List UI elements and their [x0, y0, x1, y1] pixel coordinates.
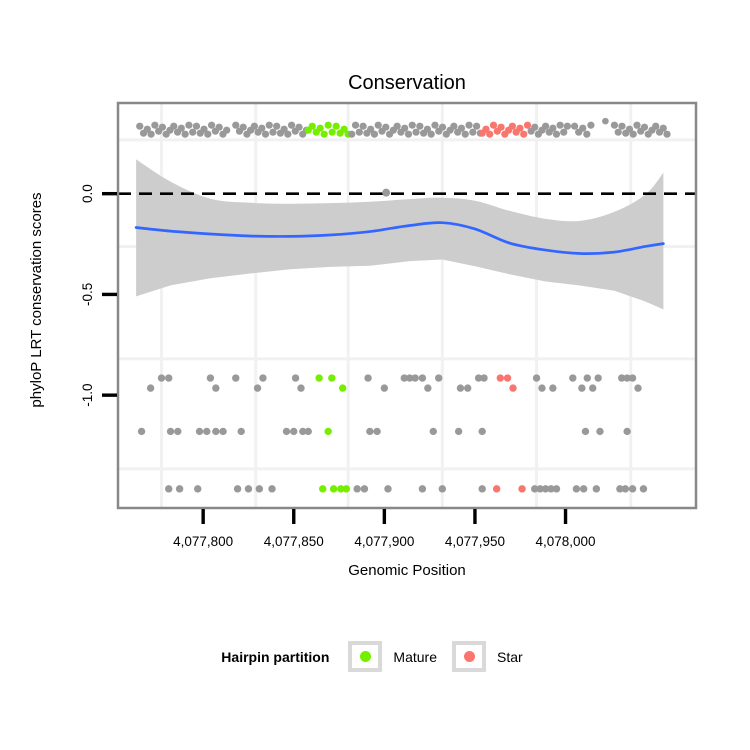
plot-title: Conservation — [348, 72, 466, 94]
zero-score-point — [382, 188, 391, 197]
svg-text:0.0: 0.0 — [80, 184, 95, 203]
confidence-ribbon — [136, 159, 664, 310]
svg-text:-0.5: -0.5 — [80, 283, 95, 306]
legend-title: Hairpin partition — [221, 648, 330, 665]
score-points — [137, 374, 648, 493]
legend-key-mature — [348, 641, 383, 672]
legend-label-star: Star — [497, 648, 523, 665]
x-axis: 4,077,800 4,077,850 4,077,900 4,077,950 4,07… — [173, 509, 596, 549]
smooth-line — [134, 221, 665, 255]
mature-dot-icon — [359, 651, 371, 662]
svg-text:4,077,800: 4,077,800 — [173, 534, 233, 549]
x-axis-title: Genomic Position — [348, 562, 466, 579]
panel-border — [116, 101, 698, 510]
panel-background — [118, 103, 696, 508]
legend-label-mature: Mature — [393, 648, 437, 665]
legend-key-star — [452, 641, 486, 672]
top-strip-points — [136, 117, 671, 138]
star-dot-icon — [463, 651, 475, 662]
svg-text:4,077,850: 4,077,850 — [264, 534, 324, 549]
svg-text:4,078,000: 4,078,000 — [536, 534, 596, 549]
svg-text:4,077,950: 4,077,950 — [445, 534, 505, 549]
svg-text:4,077,900: 4,077,900 — [354, 534, 414, 549]
y-axis: 0.0 -0.5 -1.0 — [80, 184, 117, 407]
legend: Hairpin partition Mature Star — [0, 641, 750, 672]
svg-text:-1.0: -1.0 — [80, 384, 95, 407]
